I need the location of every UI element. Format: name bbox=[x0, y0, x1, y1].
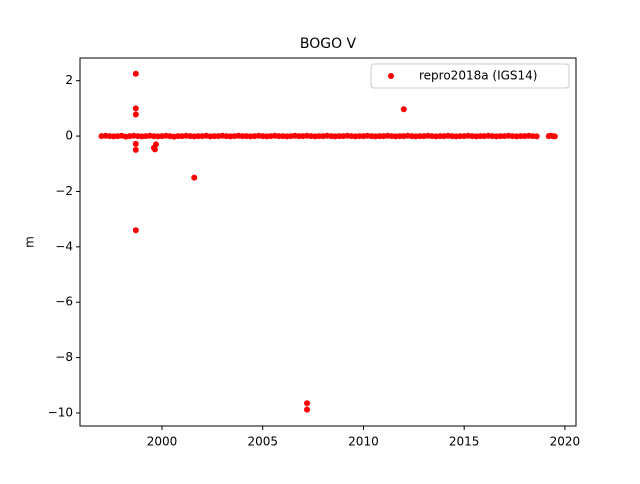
data-point bbox=[151, 146, 158, 153]
x-tick-label: 2000 bbox=[147, 435, 178, 449]
legend-box bbox=[370, 63, 570, 89]
data-point bbox=[533, 133, 540, 140]
y-tick-label: −4 bbox=[55, 239, 73, 253]
data-point bbox=[304, 400, 311, 407]
chart-title: BOGO V bbox=[300, 36, 357, 52]
y-tick-label: 0 bbox=[65, 129, 73, 143]
plot-frame bbox=[79, 57, 577, 427]
data-point bbox=[191, 174, 198, 181]
data-point bbox=[132, 146, 139, 153]
x-tick-label: 2020 bbox=[550, 435, 581, 449]
x-tick-label: 2010 bbox=[348, 435, 379, 449]
y-tick-label: −6 bbox=[55, 295, 73, 309]
data-point bbox=[400, 106, 407, 113]
data-point bbox=[132, 140, 139, 147]
data-point bbox=[551, 133, 558, 140]
y-axis-label: m bbox=[23, 236, 37, 248]
legend-marker bbox=[388, 73, 394, 79]
y-tick-label: 2 bbox=[65, 73, 73, 87]
y-tick-label: −10 bbox=[48, 405, 73, 419]
data-point bbox=[132, 227, 139, 234]
data-point bbox=[152, 141, 159, 148]
y-tick-label: −8 bbox=[55, 350, 73, 364]
data-point bbox=[132, 111, 139, 118]
data-point bbox=[304, 406, 311, 413]
x-tick-label: 2005 bbox=[247, 435, 278, 449]
data-point bbox=[132, 105, 139, 112]
data-point bbox=[132, 70, 139, 77]
legend-label: repro2018a (IGS14) bbox=[419, 69, 537, 83]
x-tick-label: 2015 bbox=[449, 435, 480, 449]
y-tick-label: −2 bbox=[55, 184, 73, 198]
